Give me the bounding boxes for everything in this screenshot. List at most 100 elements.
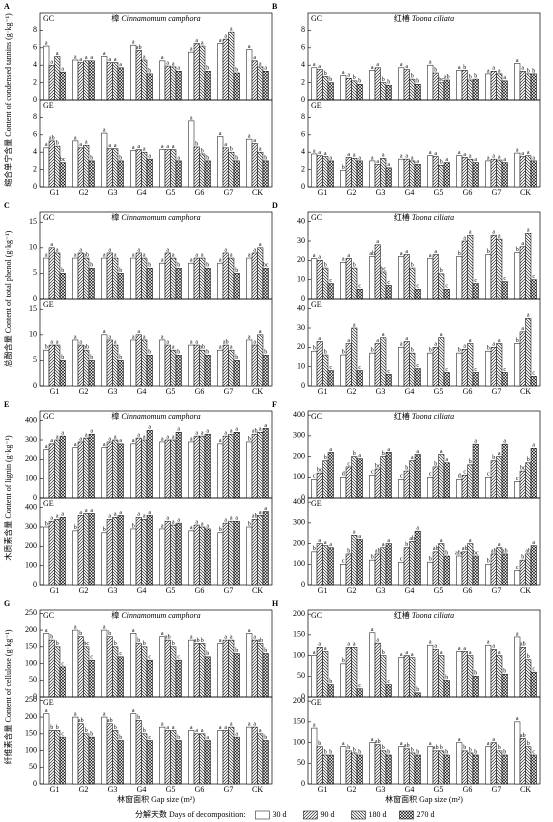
bar bbox=[83, 60, 90, 101]
significance-letter: bc bbox=[263, 263, 269, 269]
y-tick-label: 300 bbox=[293, 431, 305, 440]
bar bbox=[467, 752, 474, 785]
bar bbox=[467, 655, 474, 698]
x-tick-label: G1 bbox=[50, 586, 60, 595]
bar bbox=[351, 158, 358, 188]
bar bbox=[501, 80, 508, 101]
bar bbox=[146, 740, 153, 785]
title-cn: 红椿 bbox=[394, 212, 410, 222]
significance-letter: a bbox=[253, 634, 256, 640]
bar bbox=[204, 656, 211, 698]
significance-letter: a bbox=[224, 725, 227, 731]
bar bbox=[456, 70, 463, 101]
bar bbox=[159, 149, 166, 188]
significance-letter: b bbox=[148, 263, 151, 269]
significance-letter: a bbox=[382, 542, 385, 548]
significance-letter: ab bbox=[83, 252, 89, 258]
x-tick-label: G2 bbox=[347, 785, 357, 794]
bar bbox=[485, 564, 492, 586]
bar bbox=[246, 633, 253, 698]
y-tick-label: 5 bbox=[33, 268, 37, 277]
significance-letter: a bbox=[318, 255, 321, 261]
significance-letter: a bbox=[400, 62, 403, 68]
significance-letter: a bbox=[487, 640, 490, 646]
legend-swatch bbox=[351, 810, 366, 820]
significance-letter: bc bbox=[473, 550, 479, 556]
legend-label: 30 d bbox=[272, 810, 286, 819]
panel-label: H bbox=[272, 599, 279, 608]
bar bbox=[514, 570, 521, 586]
x-tick-label: G2 bbox=[79, 586, 89, 595]
significance-letter: b bbox=[235, 155, 238, 161]
site-label: GE bbox=[43, 101, 54, 110]
significance-letter: a bbox=[376, 638, 379, 644]
x-tick-label: G4 bbox=[405, 785, 415, 794]
bar bbox=[222, 730, 229, 785]
significance-letter: a bbox=[103, 51, 106, 57]
significance-letter: a bbox=[259, 242, 262, 248]
y-tick-label: 300 bbox=[293, 518, 305, 527]
panel-title: 樟 Cinnamomum camphora bbox=[111, 411, 200, 421]
significance-letter: ab bbox=[375, 739, 381, 745]
bar bbox=[340, 170, 347, 188]
bar bbox=[83, 257, 90, 300]
bar bbox=[106, 636, 113, 698]
significance-letter: a bbox=[318, 642, 321, 648]
bar bbox=[385, 452, 392, 499]
y-tick-label: 0 bbox=[33, 493, 37, 502]
bar bbox=[188, 730, 195, 785]
significance-letter: ab bbox=[49, 135, 55, 141]
bar bbox=[72, 339, 79, 387]
significance-letter: a bbox=[516, 58, 519, 64]
significance-letter: a bbox=[132, 252, 135, 258]
bar bbox=[228, 639, 235, 698]
bar bbox=[327, 82, 334, 101]
panel-title: 樟 Cinnamomum camphora bbox=[111, 13, 200, 23]
x-tick-label: G4 bbox=[137, 387, 147, 396]
bar bbox=[443, 680, 450, 698]
bar bbox=[398, 561, 405, 586]
bar bbox=[175, 268, 182, 300]
y-tick-label: 10 bbox=[29, 330, 37, 339]
bar bbox=[456, 256, 463, 300]
significance-letter: ab bbox=[83, 345, 89, 351]
x-tick-label: G5 bbox=[434, 586, 444, 595]
title-latin: Cinnamomum camphora bbox=[121, 611, 200, 620]
significance-letter: a bbox=[376, 338, 379, 344]
significance-letter: a bbox=[405, 154, 408, 160]
bar bbox=[101, 257, 108, 300]
bar bbox=[356, 458, 363, 499]
significance-letter: a bbox=[195, 339, 198, 345]
significance-letter: a bbox=[434, 151, 437, 157]
legend-swatch bbox=[255, 810, 270, 820]
bar bbox=[43, 713, 50, 785]
bar bbox=[72, 716, 79, 785]
x-tick-label: G6 bbox=[463, 785, 473, 794]
significance-letter: ab bbox=[491, 548, 497, 554]
significance-letter: a bbox=[143, 514, 146, 520]
significance-letter: a bbox=[224, 33, 227, 39]
significance-letter: a bbox=[201, 40, 204, 46]
bar bbox=[251, 519, 258, 586]
bar bbox=[496, 456, 503, 499]
x-tick-label: G3 bbox=[376, 387, 386, 396]
bar bbox=[530, 671, 537, 698]
bar bbox=[340, 564, 347, 586]
bar bbox=[251, 60, 258, 101]
y-tick-label: 0 bbox=[301, 381, 305, 390]
bar bbox=[432, 156, 439, 188]
significance-letter: b bbox=[329, 679, 332, 685]
x-tick-label: G2 bbox=[79, 188, 89, 197]
bar bbox=[514, 481, 521, 499]
significance-letter: b bbox=[143, 728, 146, 734]
bar bbox=[106, 148, 113, 188]
bar bbox=[72, 629, 79, 698]
bar bbox=[456, 479, 463, 499]
bar bbox=[222, 522, 229, 586]
significance-letter: b bbox=[411, 348, 414, 354]
significance-letter: a bbox=[79, 142, 82, 148]
significance-letter: ab bbox=[520, 733, 526, 739]
significance-letter: a bbox=[190, 47, 193, 53]
significance-letter: a bbox=[74, 54, 77, 60]
y-tick-label: 150 bbox=[293, 630, 305, 639]
